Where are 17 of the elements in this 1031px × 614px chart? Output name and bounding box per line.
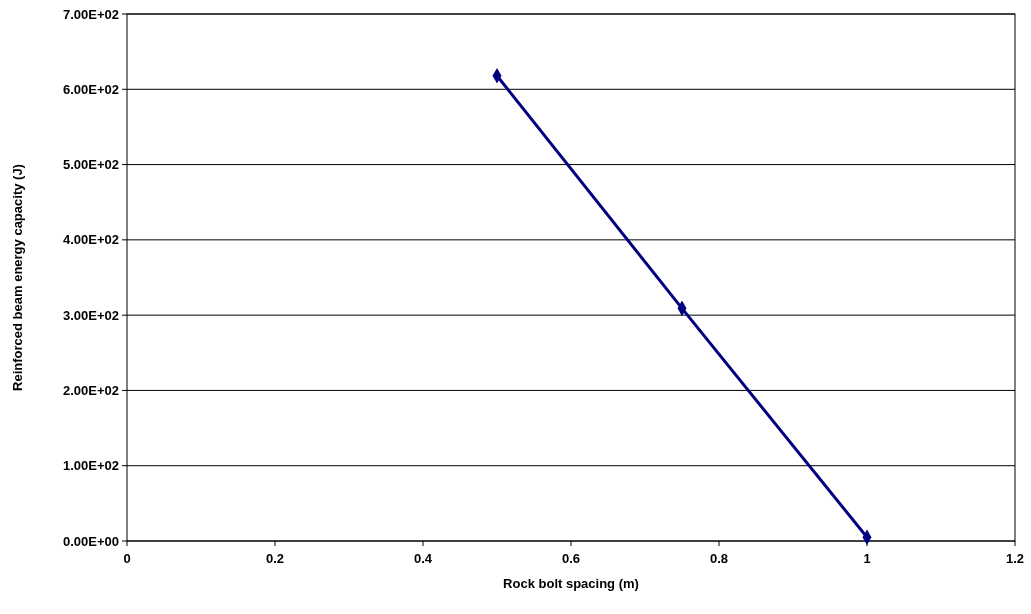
y-tick-label: 2.00E+02 <box>62 382 119 398</box>
y-axis-title: Reinforced beam energy capacity (J) <box>10 164 25 391</box>
x-tick-label: 0 <box>123 551 131 566</box>
y-tick-label: 0.00E+00 <box>62 533 119 549</box>
x-tick-label: 0.4 <box>413 551 433 566</box>
x-tick-label: 1.2 <box>1005 551 1025 566</box>
x-tick-label: 0.6 <box>561 551 581 566</box>
y-tick-label: 5.00E+02 <box>62 157 119 173</box>
y-tick-label: 7.00E+02 <box>62 6 119 22</box>
x-tick-label: 1 <box>863 551 871 566</box>
y-tick-label: 6.00E+02 <box>62 81 119 97</box>
y-tick-label: 4.00E+02 <box>62 232 119 248</box>
x-axis-title: Rock bolt spacing (m) <box>503 576 639 591</box>
y-tick-label: 1.00E+02 <box>62 458 119 474</box>
x-tick-label: 0.8 <box>709 551 729 566</box>
y-tick-label: 3.00E+02 <box>62 307 119 323</box>
x-tick-label: 0.2 <box>265 551 285 566</box>
